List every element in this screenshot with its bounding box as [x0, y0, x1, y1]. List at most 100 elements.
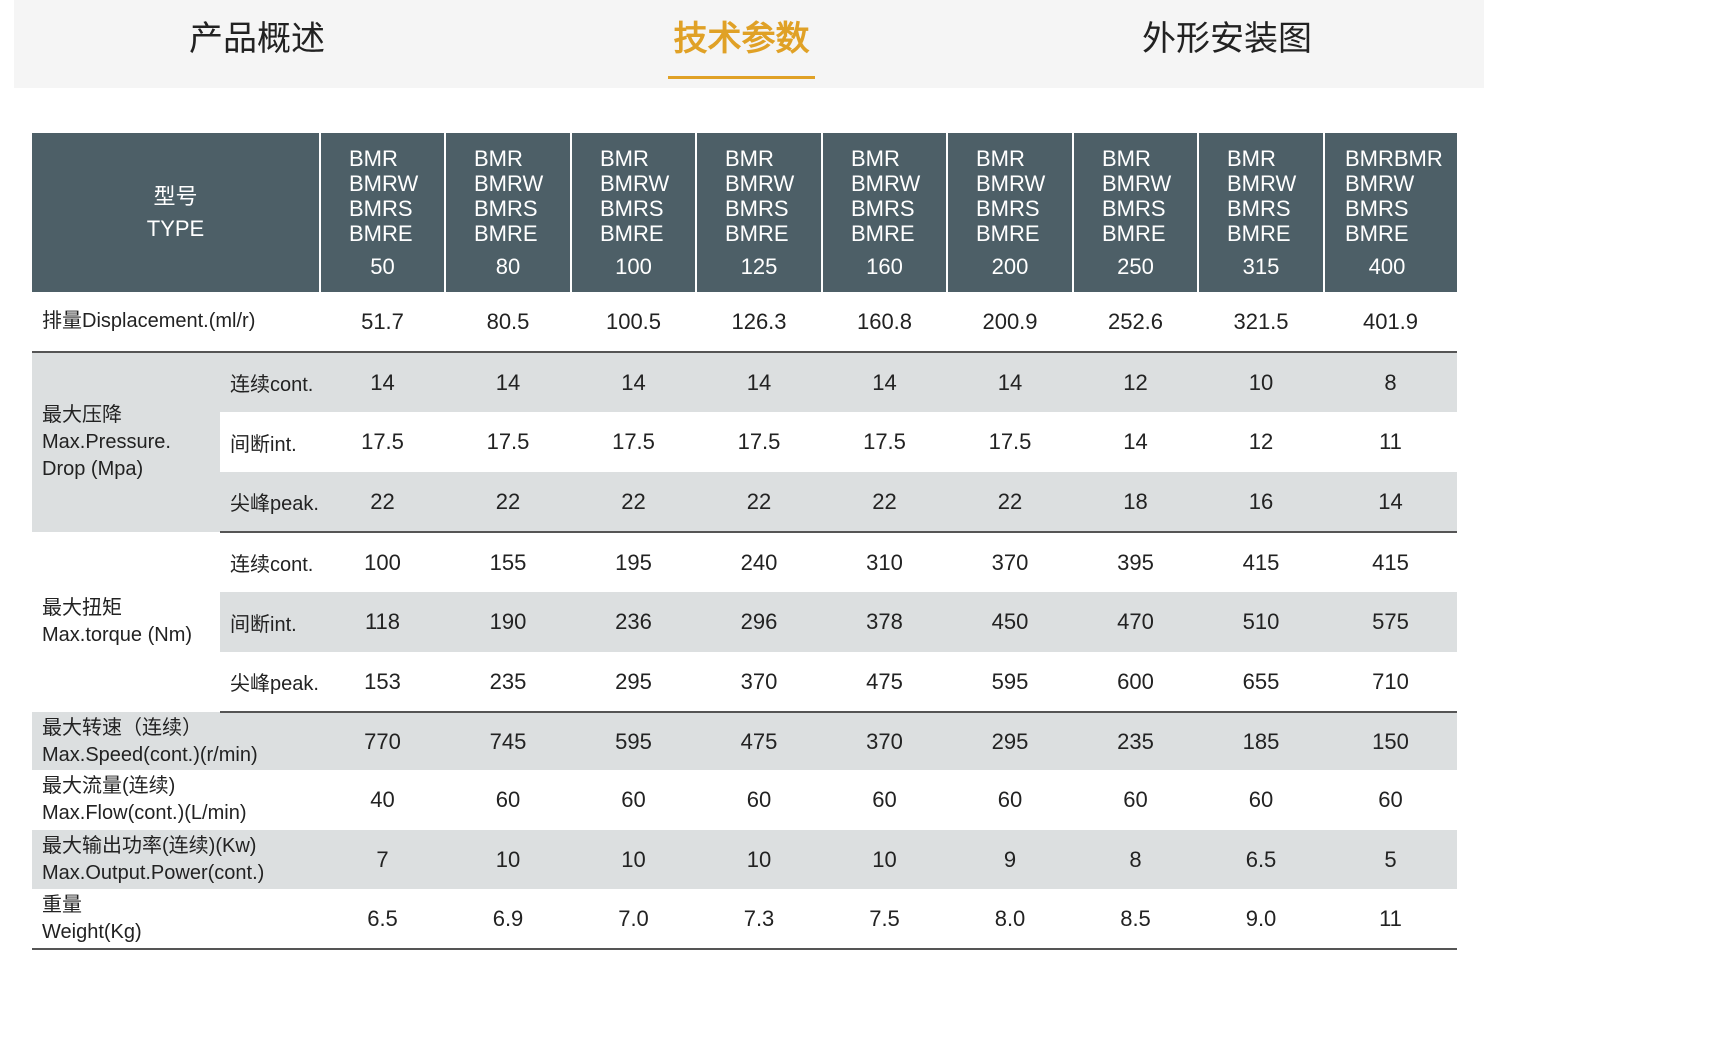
- cell: 60: [872, 787, 897, 812]
- cell: 240: [740, 549, 778, 575]
- sub-label: 间断int.: [230, 433, 297, 456]
- cell: 22: [445, 472, 571, 533]
- cell: 14: [947, 352, 1073, 412]
- row-weight: 重量 Weight(Kg) 6.5 6.9 7.0 7.3 7.5 8.0 8.…: [32, 889, 1457, 950]
- cell: 60: [746, 787, 772, 812]
- cell: 575: [1324, 592, 1457, 652]
- row-displacement: 排量Displacement.(ml/r) 51.7 80.5 100.5 12…: [32, 292, 1457, 353]
- cell: 745: [445, 712, 571, 770]
- cell: 22: [947, 472, 1073, 533]
- cell: 415: [1372, 549, 1409, 575]
- cell: 14: [571, 352, 696, 412]
- row-label: 重量 Weight(Kg): [32, 889, 320, 950]
- row-pressure-cont: 最大压降 Max.Pressure. Drop (Mpa) 连续cont. 14…: [32, 352, 1457, 532]
- cell: 5: [1324, 830, 1457, 889]
- type-label-en: TYPE: [146, 215, 205, 241]
- header-row: 型号 TYPE BMR BMRW BMRS BMRE 50 BMR BMRW BMRS BMR…: [32, 133, 1457, 292]
- cell: 10: [571, 830, 696, 889]
- cell: 150: [1324, 712, 1457, 770]
- cell: 195: [615, 549, 652, 575]
- cell: 296: [696, 592, 822, 652]
- row-label: 最大转速（连续） Max.Speed(cont.)(r/min): [32, 712, 320, 770]
- sub-label: 连续cont.: [220, 352, 320, 412]
- row-torque-cont: 最大扭矩 Max.torque (Nm) 连续cont. 100 155 195…: [32, 532, 1457, 647]
- tab-installation-drawing[interactable]: 外形安装图: [1142, 19, 1312, 59]
- cell: 22: [571, 472, 696, 533]
- sub-label: 连续cont.: [230, 554, 314, 576]
- cell: 7.0: [571, 889, 696, 950]
- cell: 14: [445, 352, 571, 412]
- cell: 475: [822, 652, 947, 713]
- cell: 118: [320, 592, 445, 652]
- sub-label: 间断int.: [220, 592, 320, 652]
- cell: 10: [445, 830, 571, 889]
- cell: 190: [445, 592, 571, 652]
- cell: 22: [822, 472, 947, 533]
- cell: 395: [1117, 549, 1154, 575]
- cell: 415: [1242, 549, 1280, 575]
- cell: 510: [1198, 592, 1324, 652]
- cell: 10: [1198, 352, 1324, 412]
- cell: 6.9: [445, 889, 571, 950]
- row-power: 最大输出功率(连续)(Kw) Max.Output.Power(cont.) 7…: [32, 830, 1457, 889]
- cell: 11: [1379, 429, 1402, 454]
- cell: 160.8: [822, 292, 947, 353]
- cell: 9: [947, 830, 1073, 889]
- cell: 235: [445, 652, 571, 713]
- pressure-group-label: 最大压降 Max.Pressure. Drop (Mpa): [32, 352, 220, 532]
- cell: 17.5: [612, 429, 655, 454]
- cell: 7.3: [696, 889, 822, 950]
- cell: 450: [947, 592, 1073, 652]
- cell: 295: [571, 652, 696, 713]
- cell: 40: [370, 787, 395, 812]
- cell: 60: [997, 787, 1023, 812]
- cell: 310: [866, 549, 903, 575]
- cell: 600: [1073, 652, 1198, 713]
- model-header: BMR BMRW BMRS BMRE 50: [320, 133, 446, 292]
- row-speed: 最大转速（连续） Max.Speed(cont.)(r/min) 770 745…: [32, 712, 1457, 770]
- cell: 475: [696, 712, 822, 770]
- cell: 14: [320, 352, 445, 412]
- cell: 321.5: [1198, 292, 1324, 353]
- cell: 18: [1073, 472, 1198, 533]
- cell: 22: [696, 472, 822, 533]
- cell: 155: [489, 549, 527, 575]
- row-label: 最大流量(连续) Max.Flow(cont.)(L/min): [42, 775, 247, 824]
- cell: 153: [320, 652, 445, 713]
- cell: 8: [1324, 352, 1457, 412]
- tab-overview[interactable]: 产品概述: [189, 19, 325, 59]
- cell: 595: [947, 652, 1073, 713]
- row-flow: 最大流量(连续) Max.Flow(cont.)(L/min) 40 60 60…: [32, 770, 1457, 830]
- tab-tech-params[interactable]: 技术参数: [668, 10, 815, 79]
- cell: 17.5: [737, 429, 781, 454]
- type-label-cn: 型号: [153, 183, 198, 209]
- cell: 10: [822, 830, 947, 889]
- cell: 236: [571, 592, 696, 652]
- cell: 370: [991, 549, 1029, 575]
- tab-bar: 产品概述 技术参数 外形安装图: [14, 0, 1484, 88]
- cell: 8.0: [947, 889, 1073, 950]
- model-header: BMR BMRW BMRS BMRE 250: [1073, 133, 1199, 292]
- cell: 12: [1073, 352, 1198, 412]
- cell: 655: [1198, 652, 1324, 713]
- cell: 378: [822, 592, 947, 652]
- cell: 60: [1123, 787, 1148, 812]
- cell: 185: [1198, 712, 1324, 770]
- sub-label: 尖峰peak.: [220, 472, 320, 533]
- cell: 401.9: [1324, 292, 1457, 353]
- cell: 17.5: [863, 429, 906, 454]
- model-header: BMR BMRW BMRS BMRE 80: [445, 133, 572, 292]
- cell: 470: [1073, 592, 1198, 652]
- cell: 370: [822, 712, 947, 770]
- cell: 100: [364, 549, 401, 575]
- cell: 14: [822, 352, 947, 412]
- cell: 710: [1324, 652, 1457, 713]
- cell: 14: [1324, 472, 1457, 533]
- cell: 60: [1378, 787, 1403, 812]
- row-pressure-int: 间断int. 17.5 17.5 17.5 17.5 17.5 17.5 14 …: [32, 412, 1457, 472]
- torque-group-label: 最大扭矩 Max.torque (Nm): [42, 597, 193, 646]
- cell: 595: [571, 712, 696, 770]
- cell: 6.5: [1198, 830, 1324, 889]
- spec-table: 型号 TYPE BMR BMRW BMRS BMRE 50 BMR BMRW BMRS BMR…: [32, 133, 1457, 950]
- cell: 14: [696, 352, 822, 412]
